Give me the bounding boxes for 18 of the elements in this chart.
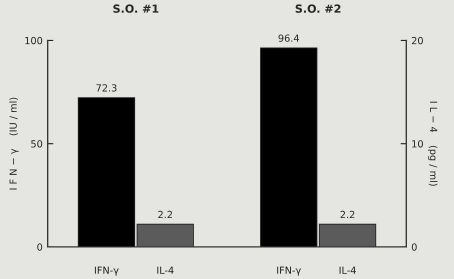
y-tick-label: 100 <box>25 36 42 44</box>
x-tick-label: IFN-γ <box>94 266 119 276</box>
y2-axis-title: I L − 4 (pg / ml) <box>428 102 438 186</box>
data-label: 2.2 <box>158 210 172 218</box>
y-tick-label: 0 <box>37 243 42 251</box>
y-tick-label: 50 <box>31 140 42 148</box>
y2-tick-label: 20 <box>412 36 423 44</box>
text: S.O. #1 <box>113 4 158 13</box>
data-label: 72.3 <box>96 84 117 92</box>
text: S.O. #2 <box>296 4 340 13</box>
x-tick-label: IFN-γ <box>277 266 301 276</box>
y-axis-title: I F N − γ (IU / ml) <box>9 98 19 190</box>
y2-tick-label: 10 <box>412 140 423 148</box>
x-tick-label: IL-4 <box>157 266 174 274</box>
data-label: 2.2 <box>340 210 354 218</box>
x-tick-label: IL-4 <box>340 266 356 274</box>
data-label: 96.4 <box>278 34 300 42</box>
y2-tick-label: 0 <box>412 243 417 251</box>
